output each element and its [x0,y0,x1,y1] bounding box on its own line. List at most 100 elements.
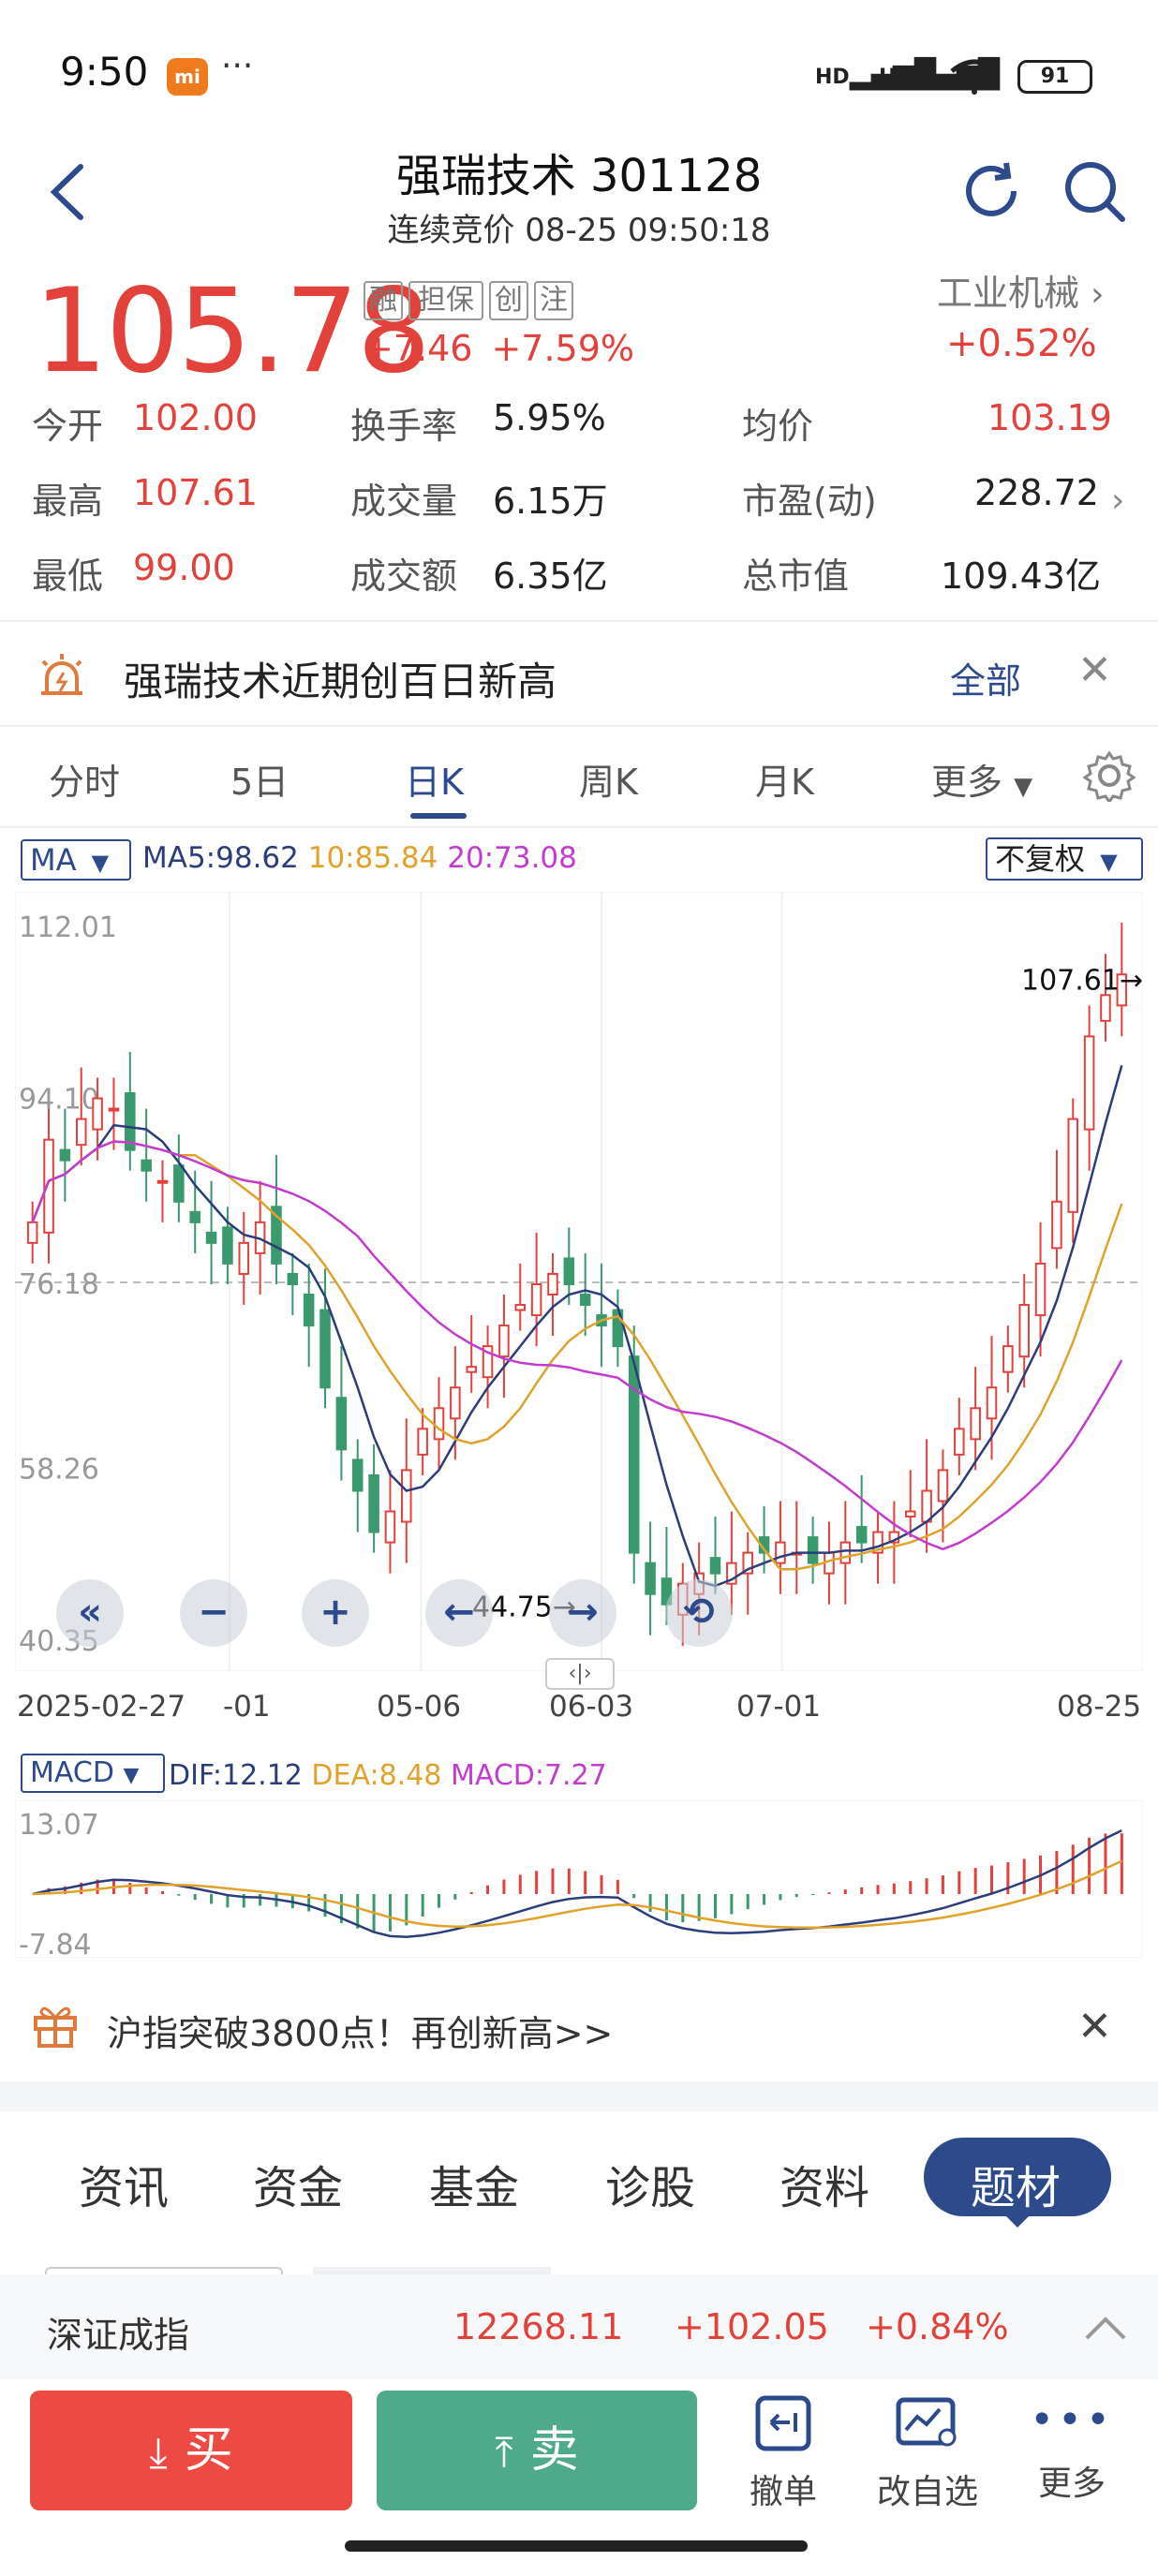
ma10-line [31,1140,1123,1571]
candle-body [709,1557,721,1575]
candle-body [189,1210,200,1223]
tab-funds-flow[interactable]: 资金 [253,2162,344,2214]
chevron-right-icon: › [1091,275,1105,314]
stat-label: 成交量 [350,481,458,522]
stat-value: 5.95% [493,397,606,438]
macd-indicator-select[interactable]: MACD ▼ [21,1754,165,1793]
candle-body [986,1386,998,1420]
tab-weekly-k[interactable]: 周K [579,762,638,803]
caret-down-icon: ▼ [1100,849,1118,875]
divider [0,725,1158,727]
signal-icon-1: HD▂▄▆█ [815,58,936,91]
rotate-screen-button[interactable]: ⟲ [665,1579,733,1647]
tab-daily-k[interactable]: 日K [405,762,464,803]
candle-body [125,1092,136,1151]
index-name: 深证成指 [47,2315,190,2356]
stat-turnover: 换手率 [350,397,457,449]
zoom-in-button[interactable]: + [302,1579,369,1647]
stat-label: 市盈(动) [742,481,877,522]
candle-body [417,1428,428,1456]
stat-open: 今开 [32,397,103,449]
chevron-right-icon[interactable]: › [1111,481,1125,520]
macd-legend: DIF:12.12 DEA:8.48 MACD:7.27 [169,1759,607,1792]
change-amount: +7.46 [364,328,473,369]
active-bottom-tab-pill [924,2138,1111,2216]
x-tick-label: 2025-02-27 [17,1690,186,1724]
stat-pe[interactable]: 市盈(动) [742,472,877,524]
scroll-left-button[interactable]: ← [425,1579,493,1647]
tab-profile[interactable]: 资料 [779,2162,870,2214]
tab-more[interactable]: 更多 ▼ [931,753,1032,805]
candle-body [1067,1118,1079,1213]
close-icon[interactable]: ✕ [1077,646,1112,694]
buy-icon: ⤓ [149,2429,168,2477]
stat-high: 最高 [32,472,103,524]
scroll-right-button[interactable]: → [549,1579,616,1647]
tab-5day[interactable]: 5日 [230,762,290,803]
zoom-out-button[interactable]: − [180,1579,247,1647]
promo-text[interactable]: 沪指突破3800点！再创新高>> [107,2013,614,2054]
candle-body [156,1179,169,1184]
tab-theme[interactable]: 题材 [971,2162,1062,2214]
stock-tags: 融担保创注 [364,281,579,320]
stat-label: 最高 [32,481,104,522]
tab-news[interactable]: 资讯 [79,2162,170,2214]
candle-body [238,1241,250,1275]
candle-body [742,1551,753,1575]
range-drag-handle[interactable]: ‹|› [545,1658,615,1690]
macd-frame [15,1800,1143,1958]
cancel-order-button[interactable]: 撤单 [718,2394,849,2513]
back-icon[interactable] [45,159,90,225]
candle-body [872,1531,883,1554]
candle-body [319,1309,331,1389]
candle-body [368,1473,379,1533]
ma-select-label: MA [30,842,77,878]
sell-button[interactable]: ⤒ 卖 [377,2391,697,2510]
candle-body [628,1355,640,1554]
ma-indicator-select[interactable]: MA ▼ [21,839,131,881]
tag-chinext: 创 [489,281,528,320]
close-icon[interactable]: ✕ [1077,2003,1112,2050]
index-ticker-bar[interactable] [0,2274,1158,2379]
candle-body [75,1118,87,1147]
high-price-annotation: 107.61→ [1021,965,1143,998]
scroll-left-fast-button[interactable]: « [56,1579,124,1647]
adjust-select-label: 不复权 [995,841,1086,877]
stat-value: 99.00 [133,547,235,588]
tag-registration: 注 [534,281,573,320]
tab-monthly-k[interactable]: 月K [755,762,814,803]
edit-watchlist-button[interactable]: 改自选 [862,2394,993,2513]
tab-fund[interactable]: 基金 [429,2162,520,2214]
x-tick-label: -01 [223,1690,271,1724]
stat-label: 总市值 [742,555,850,597]
candle-body [839,1541,852,1564]
sell-icon: ⤒ [495,2429,513,2477]
macd-chart[interactable]: 13.07 -7.84 [15,1800,1143,1958]
gear-icon[interactable] [1083,749,1136,802]
stat-value: 228.72 [974,472,1099,513]
y-tick-label: 94.10 [19,1083,99,1116]
stat-avg: 均价 [742,397,813,449]
stat-volume: 成交量 [350,472,457,524]
macd-select-label: MACD [30,1756,114,1789]
chevron-up-icon[interactable] [1083,2314,1128,2342]
more-dots-icon: ••• [1030,2396,1114,2444]
industry-link[interactable]: 工业机械 › [937,264,1105,316]
stat-label: 均价 [742,406,814,447]
search-icon[interactable] [1062,159,1128,225]
announcement-all-link[interactable]: 全部 [950,660,1022,702]
macd-tick-label: -7.84 [19,1929,92,1958]
announcement-text[interactable]: 强瑞技术近期创百日新高 [124,659,557,704]
adjust-select[interactable]: 不复权 ▼ [986,837,1143,881]
more-label: 更多 [1037,2465,1106,2503]
buy-button[interactable]: ⤓ 买 [30,2391,352,2510]
refresh-icon[interactable] [959,159,1025,225]
candle-body [482,1345,494,1379]
tab-intraday[interactable]: 分时 [49,762,121,803]
more-button[interactable]: ••• 更多 [1006,2394,1137,2505]
ma-legend: MA5:98.62 10:85.84 20:73.08 [142,841,577,875]
candle-body [970,1407,981,1441]
stat-label: 换手率 [350,406,458,447]
tab-diagnosis[interactable]: 诊股 [605,2162,696,2214]
